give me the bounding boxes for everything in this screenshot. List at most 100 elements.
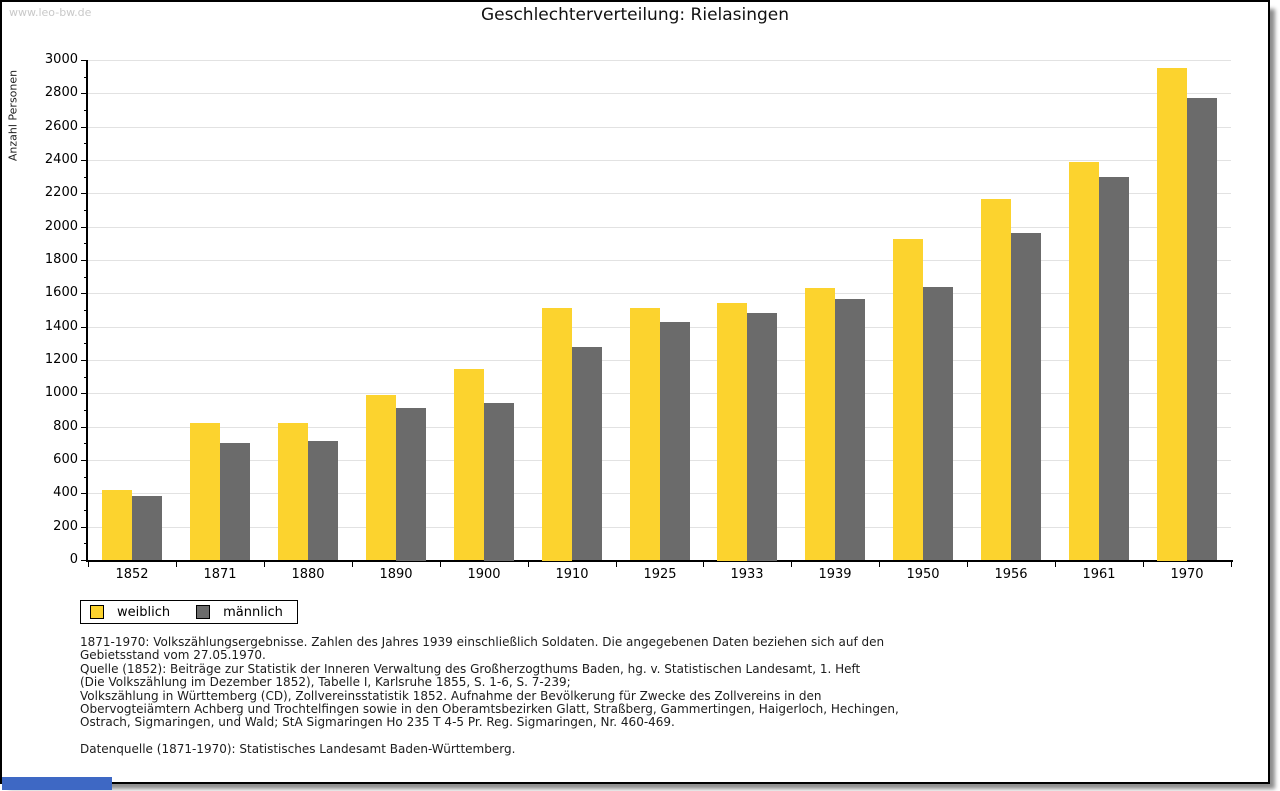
legend-label-maennlich: männlich (223, 604, 283, 620)
y-tick-label: 1400 (44, 319, 78, 334)
y-tick-minor (84, 243, 88, 244)
x-tick-label: 1925 (643, 567, 677, 582)
footnote-line: (Die Volkszählung im Dezember 1852), Tab… (80, 675, 571, 690)
bar-weiblich-1852 (102, 490, 132, 560)
x-tick-label: 1880 (291, 567, 325, 582)
y-tick-minor (84, 510, 88, 511)
bar-weiblich-1950 (893, 239, 923, 560)
y-tick-major (81, 293, 88, 294)
y-tick-minor (84, 77, 88, 78)
footnote-line: Gebietsstand vom 27.05.1970. (80, 648, 266, 663)
x-tick (703, 562, 704, 567)
gridline (88, 127, 1231, 128)
y-tick-label: 600 (53, 452, 78, 467)
y-tick-major (81, 160, 88, 161)
bar-männlich-1950 (923, 287, 953, 560)
gridline (88, 160, 1231, 161)
bar-weiblich-1871 (190, 423, 220, 560)
bar-weiblich-1933 (717, 303, 747, 561)
x-tick (1143, 562, 1144, 567)
gridline (88, 293, 1231, 294)
y-tick-major (81, 327, 88, 328)
bar-männlich-1910 (572, 347, 602, 560)
footnote-line: Obervogteiämtern Achberg und Trochtelfin… (80, 702, 899, 717)
y-tick-label: 2800 (44, 85, 78, 100)
y-tick-major (81, 393, 88, 394)
legend-label-weiblich: weiblich (117, 604, 171, 620)
y-tick-label: 0 (69, 552, 78, 567)
y-tick-label: 1800 (44, 252, 78, 267)
x-tick-label: 1933 (730, 567, 764, 582)
y-tick-major (81, 360, 88, 361)
y-axis-line (86, 60, 88, 562)
x-tick-label: 1961 (1082, 567, 1116, 582)
legend-item-weiblich: weiblich (90, 605, 170, 620)
x-tick-label: 1871 (203, 567, 237, 582)
x-tick-label: 1950 (906, 567, 940, 582)
bar-weiblich-1910 (542, 308, 572, 561)
bar-männlich-1900 (484, 403, 514, 561)
x-tick (440, 562, 441, 567)
gridline (88, 260, 1231, 261)
x-tick-label: 1939 (818, 567, 852, 582)
y-tick-major (81, 427, 88, 428)
y-tick-label: 3000 (44, 52, 78, 67)
footnote-line: Ostrach, Sigmaringen, und Wald; StA Sigm… (80, 715, 675, 730)
legend-box: weiblich männlich (80, 600, 298, 624)
y-tick-major (81, 560, 88, 561)
bottom-left-blue-bar (2, 777, 112, 790)
y-tick-label: 800 (53, 419, 78, 434)
y-axis-title: Anzahl Personen (6, 69, 20, 162)
y-tick-minor (84, 310, 88, 311)
y-tick-minor (84, 177, 88, 178)
y-tick-label: 2600 (44, 119, 78, 134)
bar-männlich-1852 (132, 496, 162, 560)
gridline (88, 227, 1231, 228)
weiblich-swatch-icon (90, 605, 104, 619)
legend-item-maennlich: männlich (196, 605, 283, 620)
maennlich-swatch-icon (196, 605, 211, 619)
bar-weiblich-1961 (1069, 162, 1099, 560)
x-tick-label: 1852 (115, 567, 149, 582)
footnotes: 1871-1970: Volkszählungsergebnisse. Zahl… (80, 635, 899, 756)
y-tick-major (81, 60, 88, 61)
y-tick-minor (84, 477, 88, 478)
bar-weiblich-1925 (630, 308, 660, 560)
bar-weiblich-1900 (454, 369, 484, 560)
y-tick-major (81, 193, 88, 194)
x-tick (967, 562, 968, 567)
x-tick-label: 1900 (467, 567, 501, 582)
y-tick-minor (84, 110, 88, 111)
footnote-line: 1871-1970: Volkszählungsergebnisse. Zahl… (80, 635, 885, 649)
y-tick-minor (84, 277, 88, 278)
footnote-line: Volkszählung in Württemberg (CD), Zollve… (80, 688, 822, 703)
bar-männlich-1871 (220, 443, 250, 560)
y-tick-minor (84, 377, 88, 378)
x-tick (264, 562, 265, 567)
source-note: Datenquelle (1871-1970): Statistisches L… (80, 741, 516, 756)
x-tick (879, 562, 880, 567)
y-tick-minor (84, 543, 88, 544)
footnote-line: Quelle (1852): Beiträge zur Statistik de… (80, 661, 861, 676)
gridline (88, 193, 1231, 194)
bar-weiblich-1880 (278, 423, 308, 560)
y-tick-label: 2200 (44, 185, 78, 200)
bar-weiblich-1970 (1157, 68, 1187, 561)
bar-weiblich-1890 (366, 395, 396, 560)
y-tick-major (81, 127, 88, 128)
y-tick-label: 1000 (44, 385, 78, 400)
y-tick-minor (84, 410, 88, 411)
x-tick (616, 562, 617, 567)
y-tick-label: 1600 (44, 285, 78, 300)
x-tick-label: 1956 (994, 567, 1028, 582)
x-tick (1231, 562, 1232, 567)
y-tick-label: 2400 (44, 152, 78, 167)
y-tick-major (81, 93, 88, 94)
bar-männlich-1939 (835, 299, 865, 560)
y-tick-label: 200 (53, 519, 78, 534)
chart-title: Geschlechterverteilung: Rielasingen (480, 5, 790, 25)
x-tick-label: 1910 (555, 567, 589, 582)
y-tick-label: 2000 (44, 219, 78, 234)
x-tick (528, 562, 529, 567)
y-tick-label: 400 (53, 485, 78, 500)
